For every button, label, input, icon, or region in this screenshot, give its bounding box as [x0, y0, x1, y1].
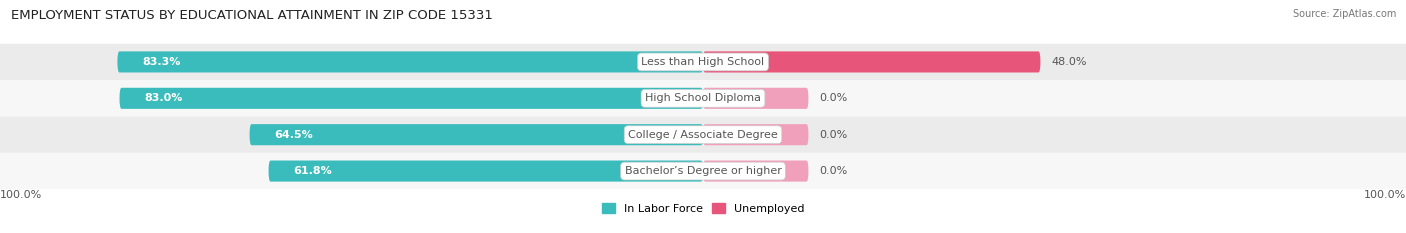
Text: 64.5%: 64.5% — [274, 130, 314, 140]
Text: 0.0%: 0.0% — [818, 93, 848, 103]
Text: 100.0%: 100.0% — [0, 190, 42, 200]
FancyBboxPatch shape — [269, 161, 703, 182]
Text: High School Diploma: High School Diploma — [645, 93, 761, 103]
Text: College / Associate Degree: College / Associate Degree — [628, 130, 778, 140]
Text: 0.0%: 0.0% — [818, 166, 848, 176]
FancyBboxPatch shape — [0, 153, 1406, 189]
FancyBboxPatch shape — [703, 51, 1040, 72]
Text: Less than High School: Less than High School — [641, 57, 765, 67]
Text: Bachelor’s Degree or higher: Bachelor’s Degree or higher — [624, 166, 782, 176]
FancyBboxPatch shape — [703, 88, 808, 109]
FancyBboxPatch shape — [117, 51, 703, 72]
Text: 48.0%: 48.0% — [1052, 57, 1087, 67]
Text: 100.0%: 100.0% — [1364, 190, 1406, 200]
Text: 83.3%: 83.3% — [142, 57, 180, 67]
Text: Source: ZipAtlas.com: Source: ZipAtlas.com — [1292, 9, 1396, 19]
FancyBboxPatch shape — [0, 116, 1406, 153]
Text: 61.8%: 61.8% — [294, 166, 332, 176]
FancyBboxPatch shape — [703, 124, 808, 145]
Text: EMPLOYMENT STATUS BY EDUCATIONAL ATTAINMENT IN ZIP CODE 15331: EMPLOYMENT STATUS BY EDUCATIONAL ATTAINM… — [11, 9, 494, 22]
FancyBboxPatch shape — [0, 44, 1406, 80]
FancyBboxPatch shape — [0, 80, 1406, 116]
Text: 83.0%: 83.0% — [145, 93, 183, 103]
Text: 0.0%: 0.0% — [818, 130, 848, 140]
FancyBboxPatch shape — [120, 88, 703, 109]
FancyBboxPatch shape — [703, 161, 808, 182]
Legend: In Labor Force, Unemployed: In Labor Force, Unemployed — [598, 199, 808, 218]
FancyBboxPatch shape — [250, 124, 703, 145]
